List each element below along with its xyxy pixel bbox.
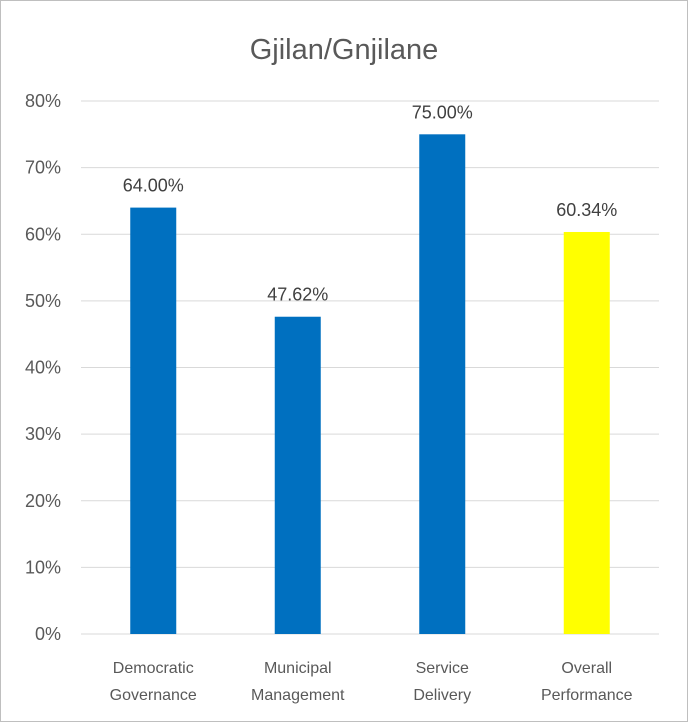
y-tick-label: 80% — [25, 91, 61, 111]
category-labels: Democratic Governance Municipal Management S… — [110, 660, 633, 704]
data-labels: 64.00% 47.62% 75.00% 60.34% — [123, 102, 618, 304]
bar — [274, 316, 321, 634]
y-axis-ticks: 0% 10% 20% 30% 40% 50% 60% 70% 80% — [25, 91, 61, 644]
bar — [563, 231, 610, 635]
bars — [130, 134, 610, 635]
data-label: 47.62% — [267, 285, 328, 305]
y-tick-label: 20% — [25, 491, 61, 511]
y-tick-label: 40% — [25, 358, 61, 378]
y-tick-label: 50% — [25, 291, 61, 311]
category-label: Governance — [110, 687, 197, 704]
gridlines — [81, 100, 659, 635]
category-label: Overall — [561, 660, 612, 677]
category-label: Performance — [541, 687, 633, 704]
y-tick-label: 30% — [25, 424, 61, 444]
category-label: Delivery — [413, 687, 471, 704]
bar — [130, 207, 177, 634]
category-label: Management — [251, 687, 345, 704]
chart-title: Gjilan/Gnjilane — [250, 34, 439, 66]
category-label: Democratic — [113, 660, 194, 677]
category-label: Service — [416, 660, 469, 677]
data-label: 75.00% — [412, 102, 473, 122]
bar — [419, 134, 466, 634]
y-tick-label: 0% — [35, 624, 61, 644]
y-tick-label: 60% — [25, 224, 61, 244]
data-label: 60.34% — [556, 200, 617, 220]
data-label: 64.00% — [123, 176, 184, 196]
category-label: Municipal — [264, 660, 332, 677]
y-tick-label: 10% — [25, 557, 61, 577]
y-tick-label: 70% — [25, 158, 61, 178]
